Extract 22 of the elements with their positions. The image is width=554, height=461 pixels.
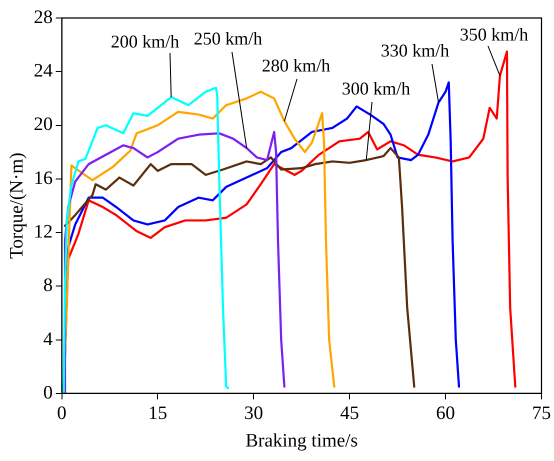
text: 250 km/h xyxy=(194,28,262,49)
x-tick-label: 30 xyxy=(244,402,264,424)
y-tick-label: 4 xyxy=(43,328,54,350)
series-label: 330 km/h xyxy=(380,40,450,61)
x-tick-label: 60 xyxy=(436,402,456,424)
y-tick-label: 0 xyxy=(43,382,53,404)
x-tick-label: 45 xyxy=(340,402,360,424)
y-tick-label: 28 xyxy=(34,6,53,28)
y-tick-label: 20 xyxy=(34,114,53,136)
x-axis-title: Braking time/s xyxy=(245,430,358,452)
text: 200 km/h xyxy=(110,32,180,52)
y-tick-label: 8 xyxy=(43,275,53,296)
y-tick-label: 24 xyxy=(34,60,54,82)
series-label: 280 km/h xyxy=(262,56,330,76)
y-tick-label: 12 xyxy=(34,222,53,242)
y-axis-title: Torque/(N·m) xyxy=(6,152,28,259)
x-tick-label: 75 xyxy=(532,402,551,424)
text: 300 km/h xyxy=(342,78,410,99)
x-tick-label: 0 xyxy=(57,402,67,424)
x-tick-label: 15 xyxy=(148,402,168,424)
y-tick-label: 16 xyxy=(34,168,53,189)
series-label: 350 km/h xyxy=(460,24,528,45)
